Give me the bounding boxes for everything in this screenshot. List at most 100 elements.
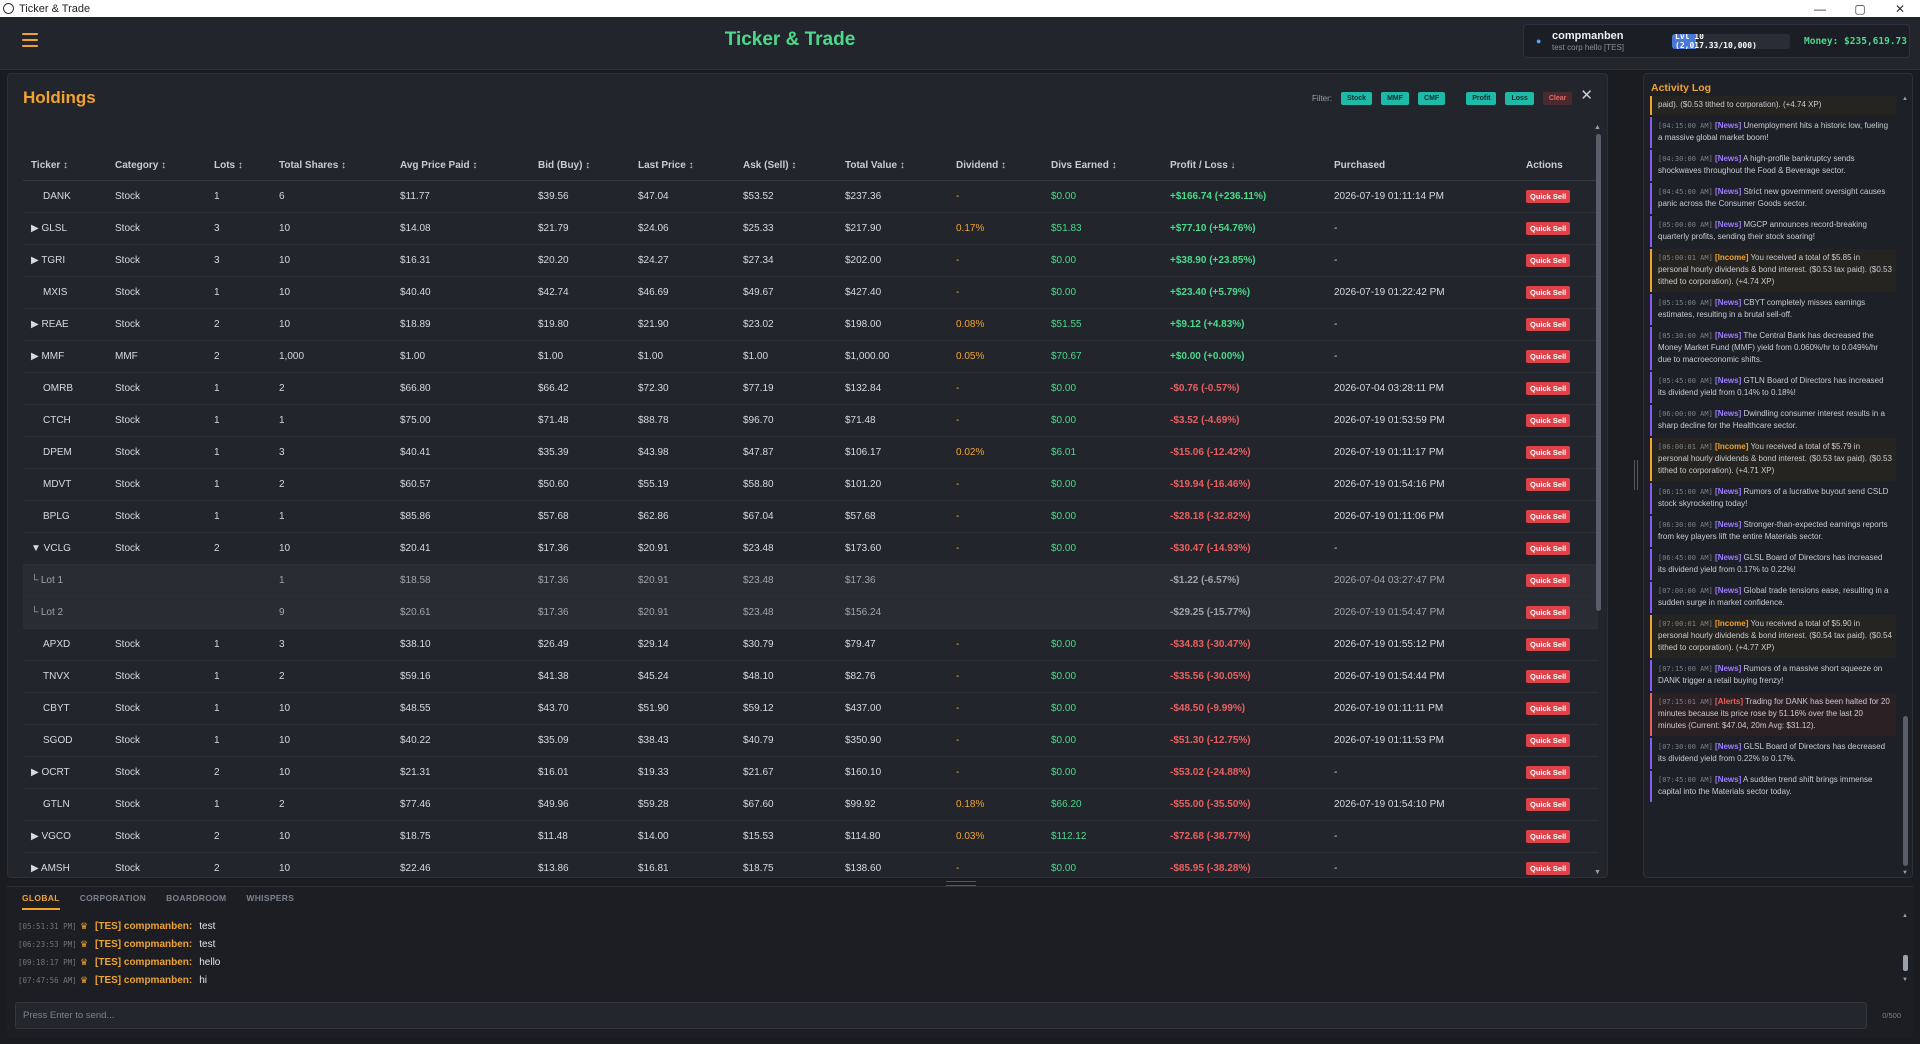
table-row[interactable]: ▶ REAE Stock 2 10 $18.89 $19.80 $21.90 $23.02 $1… (23, 308, 1598, 341)
filter-profit-button[interactable]: Profit (1466, 92, 1497, 105)
table-row[interactable]: ▶ TGRI Stock 3 10 $16.31 $20.20 $24.27 $27.34 $2… (23, 244, 1598, 277)
cell-shares: 10 (271, 820, 392, 853)
column-header[interactable]: Avg Price Paid ↕ (392, 151, 530, 181)
close-icon[interactable]: ✕ (1580, 87, 1593, 104)
quick-sell-button[interactable]: Quick Sell (1526, 285, 1571, 299)
column-header[interactable]: Ask (Sell) ↕ (735, 151, 837, 181)
column-header[interactable]: Ticker ↕ (23, 151, 107, 181)
column-header[interactable]: Purchased (1326, 151, 1518, 181)
activity-tag: [News] (1715, 220, 1742, 229)
table-row[interactable]: ▶ OCRT Stock 2 10 $21.31 $16.01 $19.33 $21.67 $1… (23, 756, 1598, 789)
chat-username[interactable]: [TES] compmanben: (95, 974, 193, 986)
minimize-button[interactable]: — (1814, 1, 1826, 16)
window-close-button[interactable]: ✕ (1894, 1, 1906, 16)
chat-tab-global[interactable]: GLOBAL (22, 893, 60, 910)
panel-resize-handle[interactable] (1634, 460, 1638, 490)
quick-sell-button[interactable]: Quick Sell (1526, 253, 1571, 267)
column-header[interactable]: Divs Earned ↕ (1043, 151, 1162, 181)
quick-sell-button[interactable]: Quick Sell (1526, 477, 1571, 491)
scroll-down-icon[interactable]: ▼ (1902, 977, 1908, 983)
filter-mmf-button[interactable]: MMF (1381, 92, 1410, 105)
cell-bid: $20.20 (530, 244, 630, 277)
quick-sell-button[interactable]: Quick Sell (1526, 317, 1571, 331)
column-header[interactable]: Last Price ↕ (630, 151, 735, 181)
scroll-down-icon[interactable]: ▼ (1902, 870, 1908, 876)
quick-sell-button[interactable]: Quick Sell (1526, 861, 1571, 875)
cell-divs: $66.20 (1043, 788, 1162, 821)
quick-sell-button[interactable]: Quick Sell (1526, 605, 1571, 619)
column-header[interactable]: Bid (Buy) ↕ (530, 151, 630, 181)
quick-sell-button[interactable]: Quick Sell (1526, 637, 1571, 651)
restore-button[interactable]: ▢ (1854, 1, 1866, 16)
chat-message: [07:47:56 AM] ♛ [TES] compmanben: hi (18, 971, 1898, 989)
menu-icon[interactable] (22, 33, 38, 47)
chat-username[interactable]: [TES] compmanben: (95, 956, 193, 968)
filter-loss-button[interactable]: Loss (1505, 92, 1534, 105)
column-header[interactable]: Total Value ↕ (837, 151, 948, 181)
cell-ticker: ▶ OCRT (23, 756, 107, 789)
quick-sell-button[interactable]: Quick Sell (1526, 797, 1571, 811)
column-header[interactable]: Lots ↕ (206, 151, 271, 181)
chat-tab-whispers[interactable]: WHISPERS (246, 893, 295, 903)
cell-shares: 3 (271, 436, 392, 469)
table-row[interactable]: ▶ MMF MMF 2 1,000 $1.00 $1.00 $1.00 $1.00 $1,000… (23, 340, 1598, 373)
cell-div: - (948, 756, 1043, 789)
chat-username[interactable]: [TES] compmanben: (95, 920, 193, 932)
table-row[interactable]: ▶ AMSH Stock 2 10 $22.46 $13.86 $16.81 $18.75 $1… (23, 852, 1598, 875)
cell-avg: $59.16 (392, 660, 530, 693)
chat-scrollbar[interactable]: ▲ ▼ (1902, 913, 1909, 983)
scroll-up-icon[interactable]: ▲ (1902, 913, 1908, 919)
quick-sell-button[interactable]: Quick Sell (1526, 701, 1571, 715)
cell-value: $138.60 (837, 852, 948, 875)
chat-tab-boardroom[interactable]: BOARDROOM (166, 893, 227, 903)
filter-clear-button[interactable]: Clear (1542, 92, 1573, 105)
table-row[interactable]: ▶ GLSL Stock 3 10 $14.08 $21.79 $24.06 $25.33 $2… (23, 212, 1598, 245)
cell-actions: Quick Sell (1518, 692, 1598, 725)
holdings-scrollbar[interactable]: ▲ ▼ (1594, 124, 1603, 876)
filter-cmf-button[interactable]: CMF (1418, 92, 1446, 105)
quick-sell-button[interactable]: Quick Sell (1526, 829, 1571, 843)
crown-icon: ♛ (80, 956, 89, 967)
column-header[interactable]: Total Shares ↕ (271, 151, 392, 181)
chat-resize-handle[interactable] (946, 881, 976, 886)
filter-stock-button[interactable]: Stock (1341, 92, 1373, 105)
column-header[interactable]: Dividend ↕ (948, 151, 1043, 181)
scrollbar-thumb[interactable] (1903, 716, 1908, 866)
scrollbar-thumb[interactable] (1596, 134, 1601, 611)
quick-sell-button[interactable]: Quick Sell (1526, 445, 1571, 459)
activity-scrollbar[interactable]: ▲ ▼ (1902, 96, 1909, 876)
quick-sell-button[interactable]: Quick Sell (1526, 733, 1571, 747)
chat-tab-corporation[interactable]: CORPORATION (79, 893, 147, 903)
cell-value: $173.60 (837, 532, 948, 565)
scroll-up-icon[interactable]: ▲ (1594, 124, 1601, 131)
quick-sell-button[interactable]: Quick Sell (1526, 509, 1571, 523)
activity-entry: [04:30:00 AM] [News] A high-profile bank… (1650, 150, 1896, 181)
cell-bid: $35.39 (530, 436, 630, 469)
scrollbar-thumb[interactable] (1903, 955, 1908, 971)
quick-sell-button[interactable]: Quick Sell (1526, 221, 1571, 235)
quick-sell-button[interactable]: Quick Sell (1526, 413, 1571, 427)
quick-sell-button[interactable]: Quick Sell (1526, 541, 1571, 555)
quick-sell-button[interactable]: Quick Sell (1526, 669, 1571, 683)
quick-sell-button[interactable]: Quick Sell (1526, 765, 1571, 779)
quick-sell-button[interactable]: Quick Sell (1526, 349, 1571, 363)
quick-sell-button[interactable]: Quick Sell (1526, 573, 1571, 587)
quick-sell-button[interactable]: Quick Sell (1526, 189, 1571, 203)
user-panel[interactable]: ● compmanben test corp hello [TES] Lvl 1… (1523, 24, 1910, 58)
activity-entry: [07:00:00 AM] [News] Global trade tensio… (1650, 582, 1896, 613)
cell-category: Stock (107, 468, 206, 501)
cell-value: $114.80 (837, 820, 948, 853)
chat-username[interactable]: [TES] compmanben: (95, 938, 193, 950)
chat-input[interactable] (15, 1002, 1867, 1029)
table-row[interactable]: ▼ VCLG Stock 2 10 $20.41 $17.36 $20.91 $23.48 $1… (23, 532, 1598, 565)
quick-sell-button[interactable]: Quick Sell (1526, 381, 1571, 395)
scroll-up-icon[interactable]: ▲ (1902, 96, 1908, 102)
table-row[interactable]: ▶ VGCO Stock 2 10 $18.75 $11.48 $14.00 $15.53 $1… (23, 820, 1598, 853)
column-header[interactable]: Profit / Loss ↓ (1162, 151, 1326, 181)
column-header[interactable]: Actions (1518, 151, 1598, 181)
activity-entry: [06:00:01 AM] [Income] You received a to… (1650, 438, 1896, 481)
cell-purchased: 2026-07-19 01:11:53 PM (1326, 724, 1518, 757)
column-header[interactable]: Category ↕ (107, 151, 206, 181)
scroll-down-icon[interactable]: ▼ (1594, 869, 1601, 876)
holdings-table: Ticker ↕ Category ↕ Lots ↕ Total Shares ↕ Av… (23, 151, 1598, 875)
